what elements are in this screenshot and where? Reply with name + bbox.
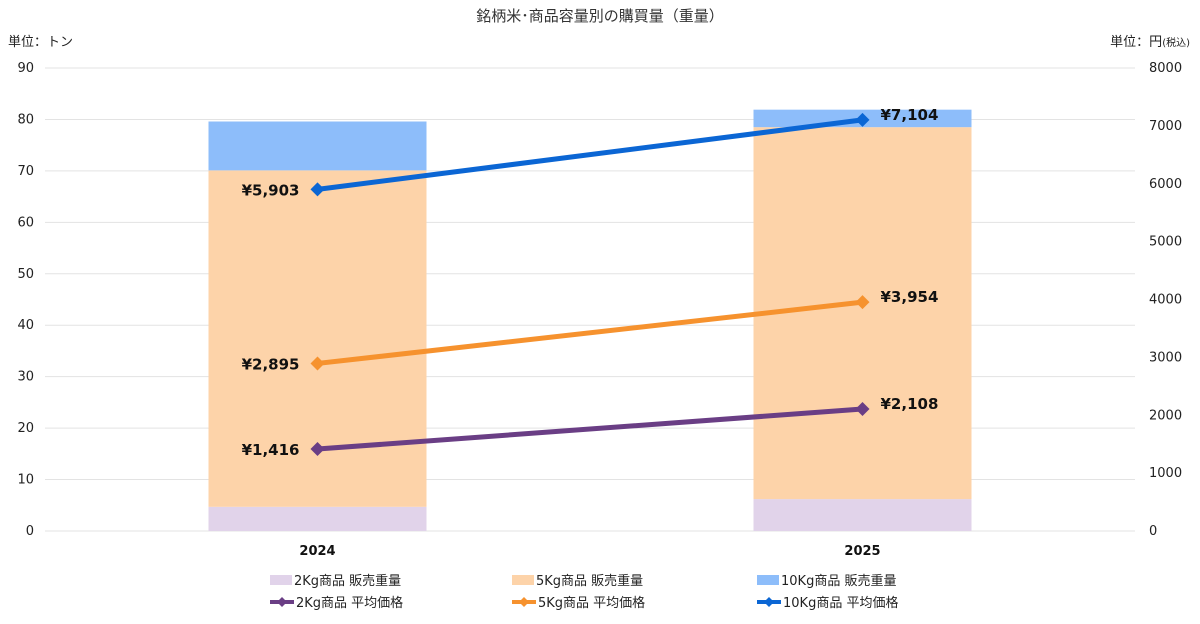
legend-label: 5Kg商品 販売重量 <box>536 573 643 589</box>
y-left-axis: 0 10 20 30 40 50 60 70 80 90 <box>17 61 34 539</box>
data-label: ¥1,416 <box>242 441 300 459</box>
line-marker <box>855 401 870 416</box>
line-series-3 <box>315 117 865 192</box>
y-right-tick-label: 3000 <box>1149 350 1182 365</box>
legend-swatch-bar <box>512 575 534 585</box>
bar-segment-2 <box>753 127 972 500</box>
data-label: ¥2,895 <box>242 355 300 373</box>
x-tick-label: 2024 <box>299 544 335 559</box>
x-tick-label: 2025 <box>844 544 880 559</box>
legend-swatch-marker <box>277 597 287 607</box>
legend-swatch-marker <box>764 597 774 607</box>
y-right-tick-label: 7000 <box>1149 119 1182 134</box>
y-left-tick-label: 10 <box>17 473 34 488</box>
line-marker <box>855 295 870 310</box>
y-right-tick-label: 2000 <box>1149 408 1182 423</box>
y-left-tick-label: 90 <box>17 61 34 76</box>
legend-swatch-bar <box>757 575 779 585</box>
data-label: ¥3,954 <box>881 288 939 306</box>
y-left-tick-label: 0 <box>26 524 34 539</box>
legend-swatch-bar <box>270 575 292 585</box>
legend-label: 10Kg商品 販売重量 <box>781 573 896 589</box>
y-right-unit-sub: (税込) <box>1162 36 1190 49</box>
y-left-tick-label: 20 <box>17 421 34 436</box>
bars <box>208 109 972 531</box>
line-marker <box>855 112 870 127</box>
price-lines: ¥1,416 ¥2,108 ¥2,895 ¥3,954 ¥5,903 ¥7,104 <box>242 106 939 459</box>
y-right-tick-label: 5000 <box>1149 235 1182 250</box>
legend-label: 5Kg商品 平均価格 <box>538 595 645 611</box>
y-left-tick-label: 60 <box>17 215 34 230</box>
y-left-tick-label: 50 <box>17 267 34 282</box>
legend-label: 2Kg商品 販売重量 <box>294 573 401 589</box>
y-left-tick-label: 30 <box>17 370 34 385</box>
y-right-tick-label: 1000 <box>1149 466 1182 481</box>
bar-segment-3 <box>208 121 427 171</box>
line-series-1 <box>315 406 865 452</box>
y-left-tick-label: 40 <box>17 318 34 333</box>
y-right-tick-label: 8000 <box>1149 61 1182 76</box>
legend: 2Kg商品 販売重量 5Kg商品 販売重量 10Kg商品 販売重量 2Kg商品 平均価… <box>270 573 898 611</box>
line-series-2 <box>315 299 865 366</box>
y-right-axis: 0 1000 2000 3000 4000 5000 6000 7000 8000 <box>1149 61 1182 539</box>
data-label: ¥7,104 <box>881 106 939 124</box>
chart-title: 銘柄米･商品容量別の購買量（重量） <box>476 7 724 25</box>
y-right-unit-main: 単位：円 <box>1110 34 1162 50</box>
x-axis: 2024 2025 <box>299 544 880 559</box>
y-right-tick-label: 6000 <box>1149 177 1182 192</box>
bar-segment-1 <box>753 499 972 531</box>
y-right-tick-label: 4000 <box>1149 293 1182 308</box>
line-marker <box>310 442 325 457</box>
y-left-unit: 単位：トン <box>8 34 73 50</box>
y-left-tick-label: 70 <box>17 164 34 179</box>
bar-segment-1 <box>208 506 427 531</box>
legend-swatch-marker <box>519 597 529 607</box>
y-right-tick-label: 0 <box>1149 524 1157 539</box>
legend-label: 2Kg商品 平均価格 <box>296 595 403 611</box>
data-label: ¥5,903 <box>242 181 300 199</box>
y-left-tick-label: 80 <box>17 112 34 127</box>
line-marker <box>310 182 325 197</box>
y-right-unit: 単位：円(税込) <box>1110 34 1190 50</box>
legend-label: 10Kg商品 平均価格 <box>783 595 898 611</box>
line-marker <box>310 356 325 371</box>
data-label: ¥2,108 <box>881 395 939 413</box>
